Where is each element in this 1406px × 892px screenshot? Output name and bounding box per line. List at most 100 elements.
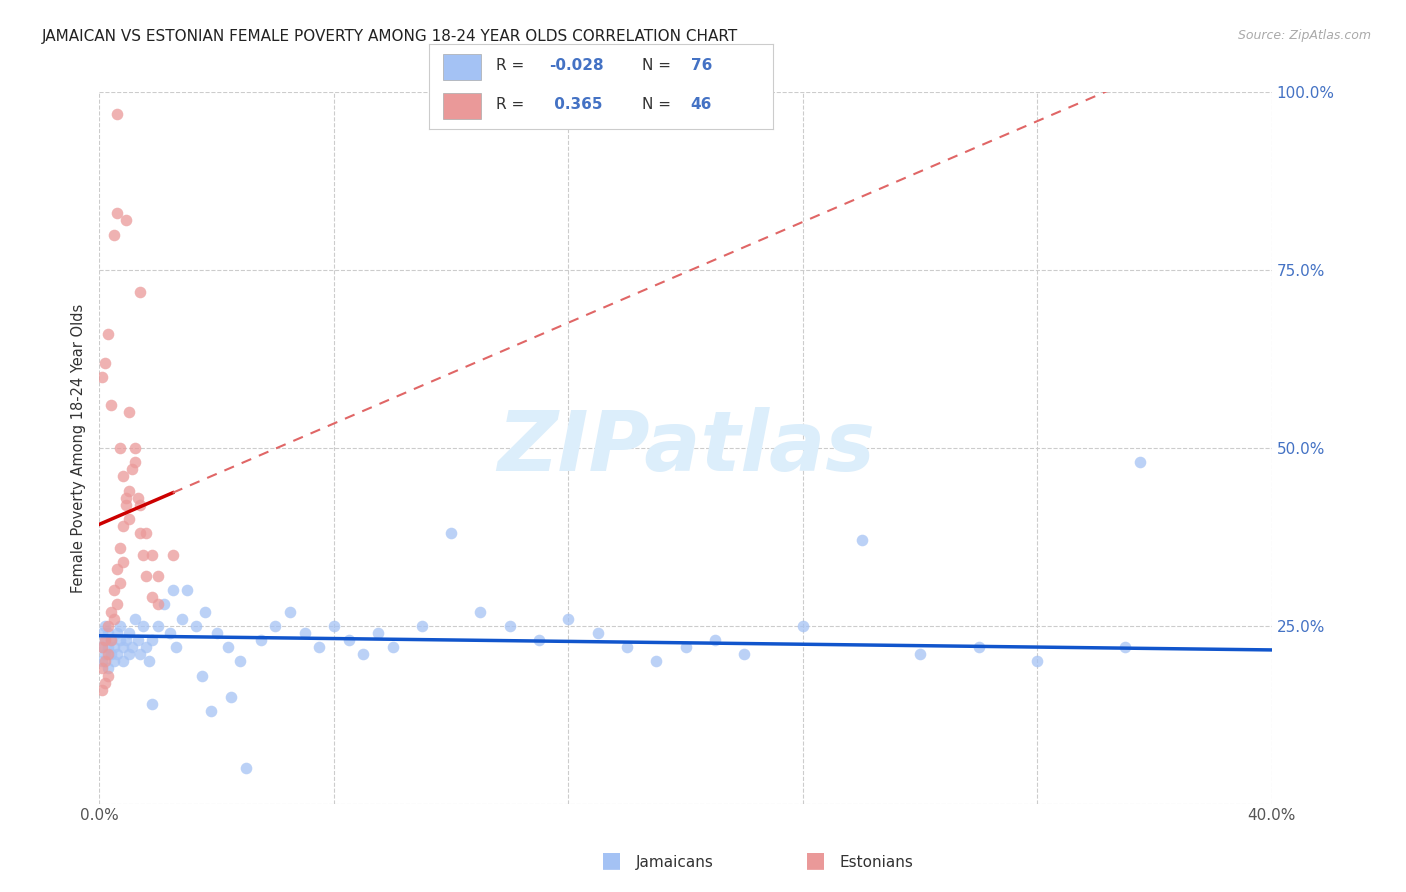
Point bbox=[1026, 654, 1049, 668]
Point bbox=[103, 612, 125, 626]
Point bbox=[114, 213, 136, 227]
Point bbox=[127, 633, 149, 648]
Point bbox=[91, 626, 114, 640]
Point bbox=[440, 526, 463, 541]
Point bbox=[470, 605, 492, 619]
Point bbox=[94, 633, 117, 648]
Point bbox=[94, 356, 117, 370]
Point bbox=[135, 640, 157, 654]
Point bbox=[141, 697, 163, 711]
Point bbox=[323, 619, 346, 633]
Point bbox=[121, 640, 143, 654]
Point bbox=[851, 533, 873, 548]
Point bbox=[1114, 640, 1136, 654]
Point bbox=[103, 583, 125, 598]
Point bbox=[124, 455, 146, 469]
Text: ■: ■ bbox=[602, 850, 621, 870]
Point bbox=[97, 619, 120, 633]
Point bbox=[118, 647, 141, 661]
Point bbox=[111, 555, 134, 569]
Point bbox=[294, 626, 316, 640]
Text: R =: R = bbox=[496, 58, 529, 73]
Point bbox=[111, 654, 134, 668]
Text: Jamaicans: Jamaicans bbox=[636, 855, 713, 870]
Point bbox=[91, 682, 114, 697]
Point bbox=[411, 619, 433, 633]
Point bbox=[129, 647, 152, 661]
Point bbox=[105, 206, 128, 220]
Point bbox=[308, 640, 330, 654]
Point bbox=[94, 647, 117, 661]
Text: N =: N = bbox=[643, 97, 676, 112]
Point bbox=[217, 640, 239, 654]
Point bbox=[194, 605, 217, 619]
FancyBboxPatch shape bbox=[443, 94, 481, 119]
Point bbox=[221, 690, 243, 704]
Point bbox=[792, 619, 814, 633]
Point bbox=[97, 668, 120, 682]
Point bbox=[159, 626, 181, 640]
Point bbox=[100, 633, 122, 648]
Point bbox=[105, 626, 128, 640]
Point bbox=[94, 619, 117, 633]
Point bbox=[105, 106, 128, 120]
Point bbox=[499, 619, 522, 633]
Point bbox=[97, 661, 120, 675]
Point bbox=[235, 761, 257, 775]
Point bbox=[100, 647, 122, 661]
Point bbox=[100, 398, 122, 412]
Text: 46: 46 bbox=[690, 97, 711, 112]
Text: 76: 76 bbox=[690, 58, 711, 73]
Point bbox=[200, 704, 222, 718]
Point bbox=[91, 661, 114, 675]
Point bbox=[105, 598, 128, 612]
Point bbox=[337, 633, 360, 648]
Point bbox=[141, 633, 163, 648]
Point bbox=[264, 619, 287, 633]
Point bbox=[108, 576, 131, 591]
FancyBboxPatch shape bbox=[443, 54, 481, 79]
Point bbox=[105, 562, 128, 576]
Text: ■: ■ bbox=[806, 850, 825, 870]
Point bbox=[141, 591, 163, 605]
Point bbox=[527, 633, 550, 648]
Point bbox=[108, 619, 131, 633]
Text: -0.028: -0.028 bbox=[550, 58, 605, 73]
Point bbox=[129, 526, 152, 541]
Point bbox=[229, 654, 252, 668]
Point bbox=[127, 491, 149, 505]
Text: N =: N = bbox=[643, 58, 676, 73]
Point bbox=[124, 441, 146, 455]
Point bbox=[146, 569, 169, 583]
Point bbox=[97, 647, 120, 661]
Point bbox=[733, 647, 755, 661]
Point bbox=[132, 548, 155, 562]
Y-axis label: Female Poverty Among 18-24 Year Olds: Female Poverty Among 18-24 Year Olds bbox=[72, 303, 86, 592]
Point bbox=[118, 405, 141, 419]
Point bbox=[118, 512, 141, 526]
Point bbox=[129, 285, 152, 299]
Point bbox=[118, 626, 141, 640]
Point bbox=[381, 640, 404, 654]
Point bbox=[111, 469, 134, 483]
Point bbox=[114, 498, 136, 512]
Point bbox=[557, 612, 579, 626]
Point bbox=[153, 598, 176, 612]
Point bbox=[205, 626, 228, 640]
Point bbox=[135, 526, 157, 541]
Point bbox=[97, 626, 120, 640]
Point bbox=[146, 619, 169, 633]
Point bbox=[114, 491, 136, 505]
Point bbox=[645, 654, 668, 668]
Text: Source: ZipAtlas.com: Source: ZipAtlas.com bbox=[1237, 29, 1371, 43]
Point bbox=[100, 605, 122, 619]
Point bbox=[103, 227, 125, 242]
Point bbox=[94, 633, 117, 648]
Point bbox=[135, 569, 157, 583]
Point bbox=[129, 498, 152, 512]
Point bbox=[162, 548, 184, 562]
Point bbox=[1129, 455, 1152, 469]
Point bbox=[91, 369, 114, 384]
Point bbox=[586, 626, 609, 640]
Point bbox=[105, 647, 128, 661]
